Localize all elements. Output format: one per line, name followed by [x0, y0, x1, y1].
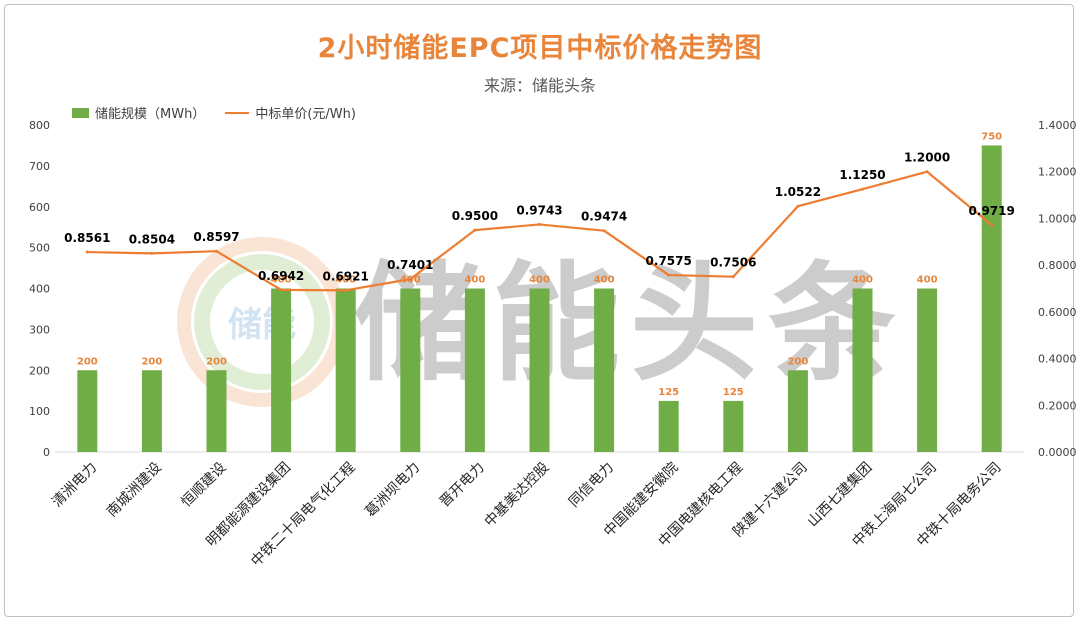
- y-right-tick-label: 0.6000: [1038, 306, 1077, 319]
- line-point: [731, 275, 735, 279]
- bar: [594, 288, 615, 452]
- x-tick-label: 山西七建集团: [804, 459, 875, 530]
- y-right-tick-label: 1.0000: [1038, 212, 1077, 225]
- line-value-label: 0.7401: [387, 258, 433, 272]
- line-value-label: 1.1250: [839, 168, 885, 182]
- x-tick-label: 恒顺建设: [178, 460, 229, 511]
- bar-value-label: 400: [529, 275, 550, 286]
- line-point: [925, 170, 929, 174]
- y-left-tick-label: 700: [29, 160, 50, 173]
- y-left-tick-label: 300: [29, 323, 50, 336]
- line-point: [667, 273, 671, 277]
- line-point: [602, 229, 606, 233]
- bar: [723, 400, 744, 452]
- x-tick-label: 南城洲建设: [104, 460, 165, 521]
- bar-value-label: 400: [852, 275, 873, 286]
- bar: [335, 288, 356, 452]
- line-value-label: 0.7506: [710, 256, 756, 270]
- bar-value-label: 400: [335, 275, 356, 286]
- bar-value-label: 200: [77, 356, 98, 367]
- y-right-tick-label: 1.4000: [1038, 119, 1077, 132]
- line-value-label: 0.8561: [64, 231, 110, 245]
- bars: [77, 145, 1002, 452]
- line-point: [215, 249, 218, 253]
- legend-swatch-line: [225, 111, 250, 114]
- y-right-tick-label: 0.8000: [1038, 259, 1077, 272]
- line-point: [990, 223, 994, 227]
- x-tick-label: 同信电力: [566, 460, 617, 511]
- legend: 储能规模（MWh） 中标单价(元/Wh): [72, 103, 356, 122]
- line-point: [344, 288, 348, 292]
- line-value-label: 0.9743: [516, 203, 562, 217]
- line-value-label: 1.0522: [775, 185, 821, 199]
- y-left-tick-label: 0: [43, 446, 50, 459]
- bar-value-label: 400: [594, 275, 615, 286]
- bar: [917, 288, 938, 452]
- price-line: [85, 170, 994, 292]
- x-tick-label: 中基美达控股: [481, 459, 552, 530]
- line-point: [538, 222, 541, 226]
- y-right-tick-label: 0.2000: [1038, 399, 1077, 412]
- line-value-label: 0.7575: [646, 254, 692, 268]
- line-point: [473, 228, 477, 232]
- legend-label-bar: 储能规模（MWh）: [95, 107, 206, 122]
- bar-value-label: 750: [981, 131, 1002, 142]
- data-labels: 200 200 200 400 400 400 400 400 400 125 125 200 400 4…: [64, 131, 1015, 397]
- bar-value-label: 400: [271, 275, 292, 286]
- legend-label-line: 中标单价(元/Wh): [255, 107, 356, 122]
- y-left-tick-label: 400: [29, 283, 50, 296]
- bar: [658, 400, 679, 452]
- bar: [141, 370, 162, 452]
- bar-value-label: 400: [917, 275, 938, 286]
- chart-title: 2小时储能EPC项目中标价格走势图: [317, 33, 763, 64]
- y-left-tick-label: 200: [29, 364, 50, 377]
- y-left-tick-label: 800: [29, 119, 50, 132]
- line-value-label: 1.2000: [904, 151, 950, 165]
- line-value-label: 0.9500: [452, 209, 498, 223]
- line-point: [861, 187, 864, 191]
- y-left-tick-label: 600: [29, 201, 50, 214]
- bar: [464, 288, 485, 452]
- bar: [206, 370, 227, 452]
- line-value-label: 0.9719: [969, 204, 1015, 218]
- bar-value-label: 400: [400, 275, 421, 286]
- bar-value-label: 200: [206, 356, 227, 367]
- bar-value-label: 125: [723, 387, 744, 398]
- y-right-tick-label: 0.0000: [1038, 446, 1077, 459]
- bar: [529, 288, 550, 452]
- bar: [787, 370, 808, 452]
- bar: [271, 288, 292, 452]
- y-left-tick-label: 100: [29, 405, 50, 418]
- line-point: [796, 204, 800, 208]
- line-value-label: 0.9474: [581, 210, 627, 224]
- x-tick-label: 晋开电力: [437, 460, 488, 511]
- line-value-label: 0.6942: [258, 269, 304, 283]
- bar-value-label: 400: [464, 275, 485, 286]
- y-right-tick-label: 1.2000: [1038, 166, 1077, 179]
- line-value-label: 0.8597: [193, 230, 239, 244]
- line-point: [85, 250, 89, 254]
- legend-swatch-bar: [72, 107, 89, 118]
- x-tick-label: 葛洲坝电力: [362, 460, 423, 521]
- line-point: [279, 288, 283, 292]
- bar: [852, 288, 873, 452]
- bar-value-label: 200: [141, 356, 162, 367]
- line-point: [408, 277, 412, 281]
- line-value-label: 0.8504: [129, 232, 175, 246]
- y-left-tick-label: 500: [29, 242, 50, 255]
- bar-value-label: 125: [658, 387, 679, 398]
- line-value-label: 0.6921: [323, 269, 369, 283]
- bar: [77, 370, 98, 452]
- watermark-text: 储能头条: [354, 250, 906, 399]
- chart-subtitle: 来源：储能头条: [483, 76, 596, 95]
- x-tick-label: 清洲电力: [49, 460, 100, 511]
- line-point: [150, 251, 154, 255]
- bar: [400, 288, 421, 452]
- bar: [981, 145, 1002, 452]
- y-right-tick-label: 0.4000: [1038, 353, 1077, 366]
- bar-value-label: 200: [787, 356, 808, 367]
